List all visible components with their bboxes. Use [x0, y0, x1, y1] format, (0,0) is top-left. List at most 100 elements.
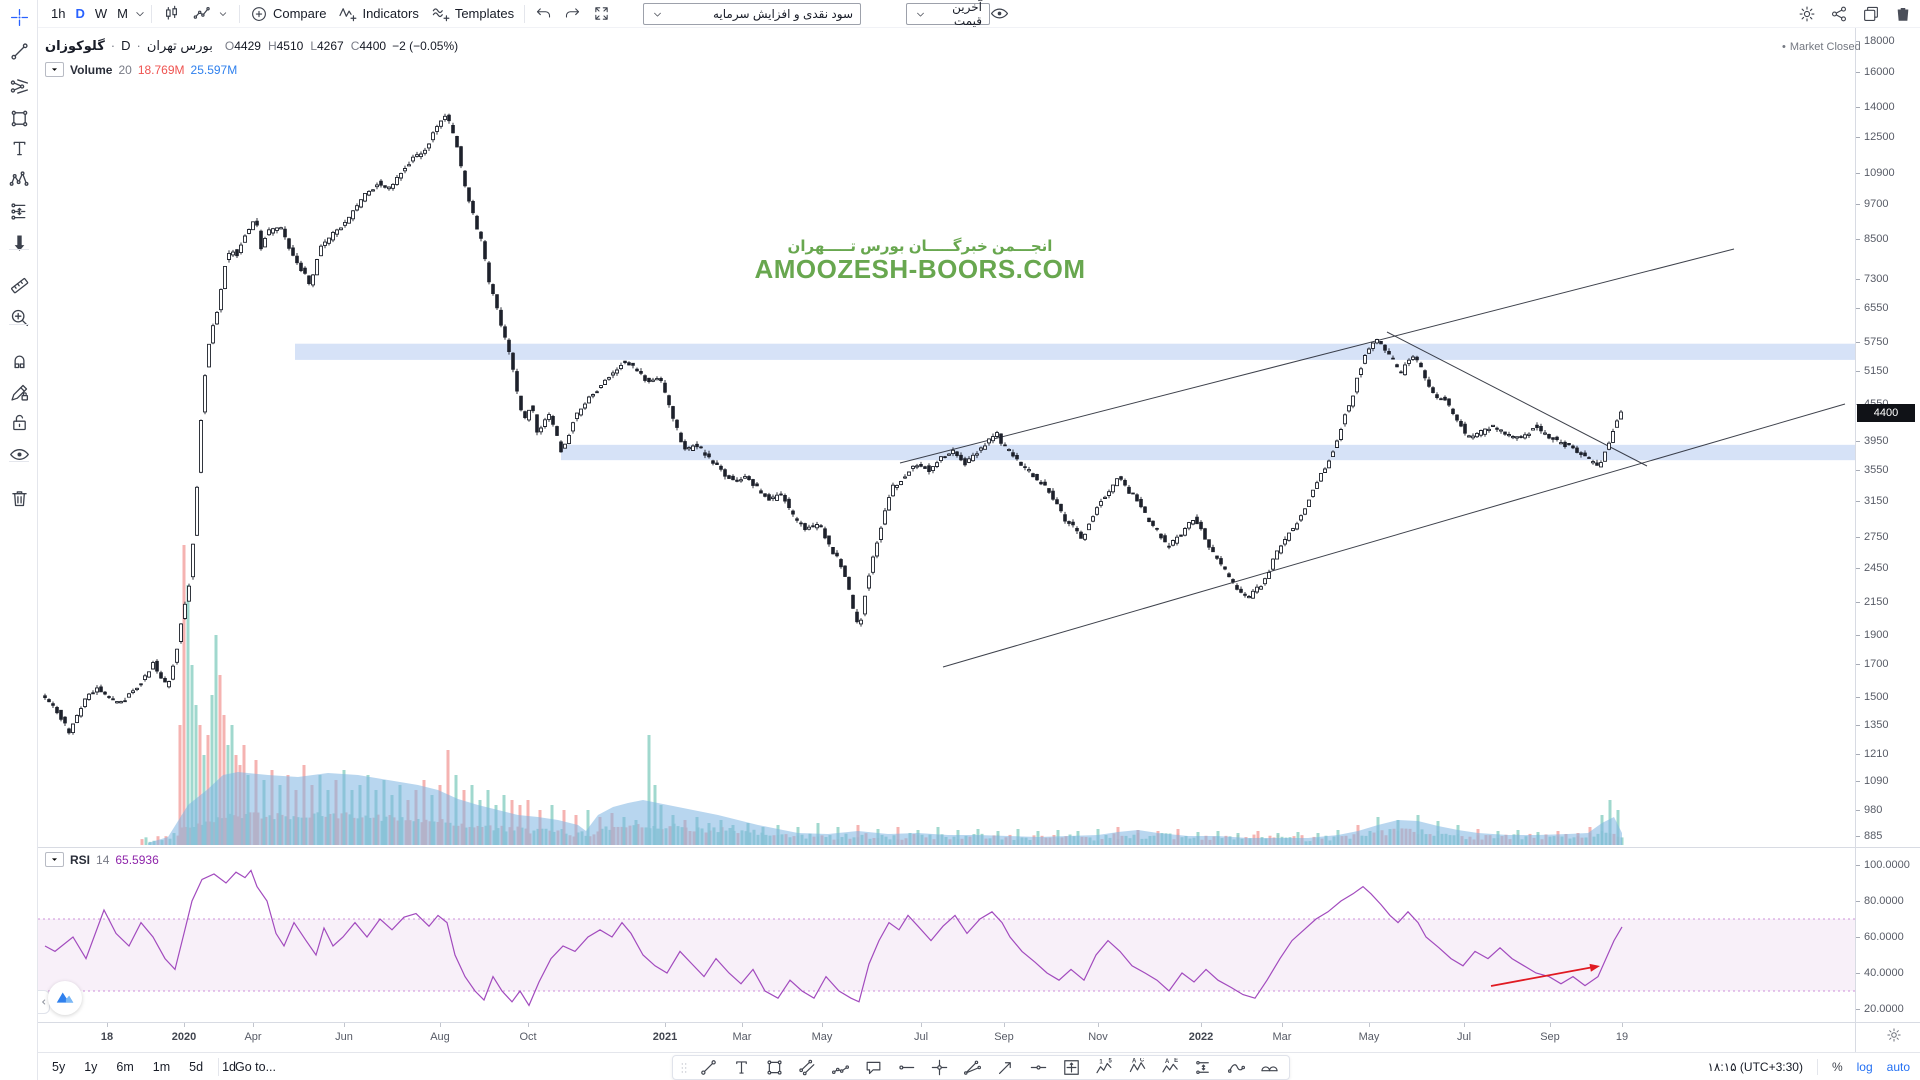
eye-tool[interactable]	[1, 439, 37, 469]
pane-separator[interactable]	[38, 847, 1920, 848]
interval-menu-chevron-icon[interactable]	[133, 7, 147, 21]
rsi-pane-canvas[interactable]	[38, 847, 1855, 1022]
chevron-down-icon	[914, 8, 927, 21]
trend-line-tool[interactable]	[692, 1056, 725, 1079]
axis-settings-gear-icon[interactable]	[1886, 1027, 1902, 1043]
interval-M-button[interactable]: M	[112, 1, 133, 27]
rsi-length: 14	[96, 852, 110, 867]
arrow-marker-tool[interactable]	[989, 1056, 1022, 1079]
cycles-tool[interactable]	[1253, 1056, 1286, 1079]
magnet-tool[interactable]	[1, 345, 37, 375]
parallel-channel-tool[interactable]	[791, 1056, 824, 1079]
callout-tool[interactable]	[857, 1056, 890, 1079]
log-scale-button[interactable]: log	[1856, 1060, 1873, 1074]
time-tick	[1550, 1023, 1551, 1027]
fib-box-tool[interactable]	[1055, 1056, 1088, 1079]
change-value: −2 (−0.05%)	[392, 38, 459, 53]
drawing-mode-tool[interactable]	[1, 377, 37, 407]
undo-button[interactable]	[529, 1, 558, 27]
symbol-interval[interactable]: D	[121, 38, 131, 53]
interval-D-button[interactable]: D	[70, 1, 89, 27]
fib-channel-tool[interactable]	[956, 1056, 989, 1079]
time-tick	[528, 1023, 529, 1027]
dividends-select[interactable]: سود نقدی و افزایش سرمایه	[643, 3, 861, 25]
compare-layout-icon[interactable]	[1862, 5, 1880, 23]
axis-tick	[1856, 173, 1860, 175]
trend-line-tool[interactable]	[1, 36, 37, 66]
price-axis-label: 14000	[1864, 101, 1895, 114]
xabcd-pattern-tool[interactable]	[1, 164, 37, 194]
templates-button[interactable]: Templates	[425, 1, 520, 27]
crosshair-tool[interactable]	[1, 2, 37, 32]
redo-button[interactable]	[558, 1, 587, 27]
range-5y-button[interactable]: 5y	[52, 1060, 66, 1074]
rectangle-tool[interactable]	[1, 103, 37, 133]
share-icon[interactable]	[1830, 5, 1848, 23]
symbol-exchange[interactable]: بورس تهران	[146, 37, 213, 53]
text-tool[interactable]	[1, 133, 37, 163]
range-5d-button[interactable]: 5d	[189, 1060, 204, 1074]
price-axis[interactable]: 18000 16000 14000 12500 10900 9700 8500 7300 655…	[1855, 28, 1920, 1052]
horizontal-ray-tool[interactable]	[890, 1056, 923, 1079]
price-chart-canvas[interactable]	[38, 28, 1855, 847]
lock-tool[interactable]	[1, 407, 37, 437]
price-axis-label: 3950	[1864, 435, 1889, 448]
drag-handle-icon[interactable]	[676, 1056, 692, 1079]
clock[interactable]: ۱۸:۱۵ (UTC+3:30)	[1707, 1060, 1803, 1074]
indicators-button[interactable]: Indicators	[332, 1, 424, 27]
percent-scale-button[interactable]: %	[1831, 1060, 1843, 1074]
gear-icon[interactable]	[1798, 5, 1816, 23]
range-1d-button[interactable]: 1d	[222, 1060, 236, 1074]
fullscreen-button[interactable]	[587, 1, 616, 27]
zoom-in-tool[interactable]	[1, 302, 37, 332]
time-axis[interactable]: 18 2020 Apr Jun Aug Oct 2021 Mar May Jul Sep Nov 202…	[38, 1023, 1855, 1052]
volume-collapse-button[interactable]	[45, 62, 64, 77]
path-tool[interactable]	[824, 1056, 857, 1079]
range-1m-button[interactable]: 1m	[152, 1060, 171, 1074]
interval-W-button[interactable]: W	[90, 1, 112, 27]
watermark-persian: انجـــمن خبرگـــــان بورس تـــــهران	[787, 238, 1053, 255]
eye-icon[interactable]	[990, 4, 1009, 23]
interval-1h-button[interactable]: 1h	[46, 1, 70, 27]
axis-tick	[1856, 239, 1860, 241]
time-tick	[1622, 1023, 1623, 1027]
site-logo-button[interactable]	[48, 981, 82, 1015]
fib-lines-tool[interactable]	[1, 71, 37, 101]
goto-button[interactable]: Go to...	[235, 1060, 276, 1074]
chart-style-candles-button[interactable]	[156, 1, 187, 27]
curve-tool[interactable]	[1220, 1056, 1253, 1079]
auto-scale-button[interactable]: auto	[1886, 1060, 1910, 1074]
text-tool[interactable]	[725, 1056, 758, 1079]
volume-title[interactable]: Volume	[70, 62, 113, 77]
ohlc-H: H4510	[267, 38, 304, 53]
chart-style-line-button[interactable]	[187, 1, 235, 27]
price-axis-label: 1090	[1864, 775, 1889, 788]
rectangle-tool[interactable]	[758, 1056, 791, 1079]
ruler-tool[interactable]	[1, 270, 37, 300]
rsi-collapse-button[interactable]	[45, 852, 64, 867]
arrow-down-tool[interactable]	[1, 227, 37, 257]
range-6m-button[interactable]: 6m	[116, 1060, 134, 1074]
symbol-name[interactable]: گلوکوزان	[45, 37, 105, 53]
time-tick	[1282, 1023, 1283, 1027]
price-axis-label: 3550	[1864, 463, 1889, 476]
horizontal-line-tool[interactable]	[1022, 1056, 1055, 1079]
axis-tick	[1856, 537, 1860, 539]
price-axis-label: 980	[1864, 803, 1883, 816]
last-price-select[interactable]: آخرین قیمت	[906, 0, 990, 28]
time-tick	[1098, 1023, 1099, 1027]
time-axis-label: 2020	[171, 1031, 197, 1043]
rsi-title[interactable]: RSI	[70, 852, 91, 867]
time-axis-label: 2021	[652, 1031, 678, 1043]
cross-line-tool[interactable]	[923, 1056, 956, 1079]
range-1y-button[interactable]: 1y	[84, 1060, 98, 1074]
projection-tool[interactable]	[1187, 1056, 1220, 1079]
trash-tool[interactable]	[1, 483, 37, 513]
time-axis-label: Mar	[1272, 1031, 1292, 1043]
compare-button[interactable]: Compare	[244, 1, 332, 27]
trash-filled-icon[interactable]	[1894, 5, 1912, 23]
price-range-tool[interactable]	[1, 196, 37, 226]
